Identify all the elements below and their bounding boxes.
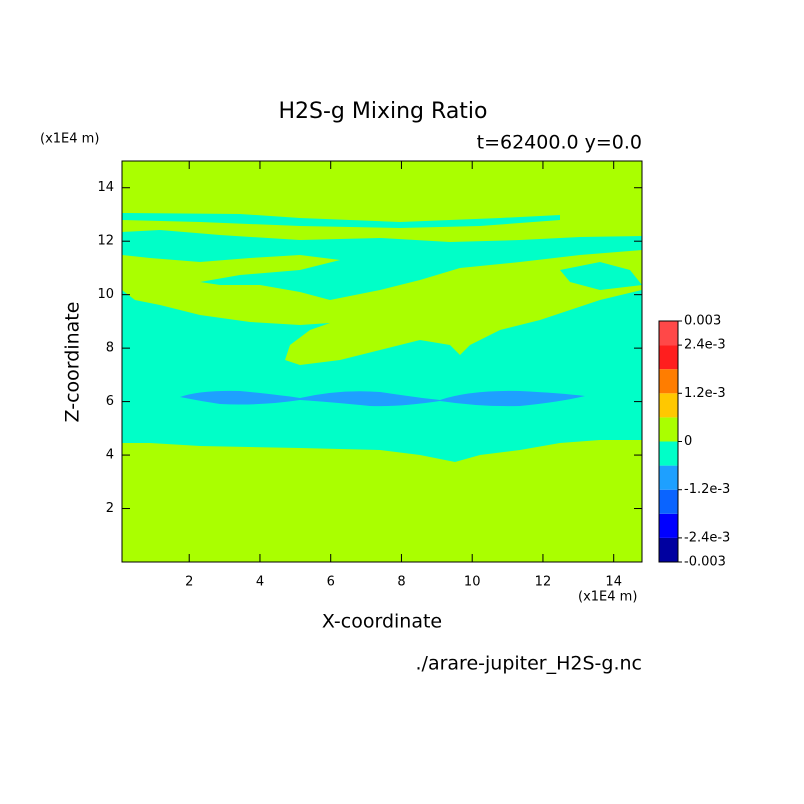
colorbar-swatch — [659, 489, 678, 514]
colorbar-label: 2.4e-3 — [684, 338, 726, 353]
colorbar-label: -2.4e-3 — [684, 530, 730, 545]
y-tick-label: 10 — [97, 287, 114, 302]
x-tick-label: 2 — [185, 575, 193, 590]
contour-region — [122, 290, 642, 462]
colorbar-swatch — [659, 393, 678, 418]
colorbar-swatch — [659, 321, 678, 346]
y-tick-label: 2 — [106, 501, 114, 516]
colorbar-swatch — [659, 345, 678, 370]
x-tick-label: 10 — [464, 575, 481, 590]
subtitle: t=62400.0 y=0.0 — [477, 132, 642, 154]
colorbar-swatch — [659, 441, 678, 466]
y-axis-label: Z-coordinate — [62, 302, 84, 423]
y-tick-label: 4 — [106, 448, 114, 463]
y-tick-label: 12 — [97, 234, 114, 249]
x-tick-label: 14 — [605, 575, 622, 590]
x-tick-label: 12 — [535, 575, 552, 590]
colorbar-label: -0.003 — [684, 555, 726, 570]
colorbar-swatch — [659, 465, 678, 490]
chart-title: H2S-g Mixing Ratio — [278, 99, 487, 124]
x-tick-label: 6 — [327, 575, 335, 590]
colorbar-label: 0.003 — [684, 314, 721, 329]
contour-field — [122, 161, 642, 562]
y-tick-label: 6 — [106, 394, 114, 409]
x-axis-label: X-coordinate — [322, 611, 442, 633]
x-tick-label: 4 — [256, 575, 264, 590]
colorbar-swatch — [659, 417, 678, 442]
colorbar-label: 1.2e-3 — [684, 386, 726, 401]
colorbar-swatch — [659, 369, 678, 394]
colorbar-label: 0 — [684, 434, 692, 449]
y-tick-label: 8 — [106, 341, 114, 356]
contour-region — [560, 262, 642, 290]
colorbar-label: -1.2e-3 — [684, 482, 730, 497]
x-unit: (x1E4 m) — [578, 590, 637, 605]
x-tick-label: 8 — [397, 575, 405, 590]
contour-region — [180, 390, 585, 407]
source-file: ./arare-jupiter_H2S-g.nc — [416, 653, 642, 675]
y-unit: (x1E4 m) — [40, 132, 99, 147]
y-tick-label: 14 — [97, 180, 114, 195]
colorbar-swatch — [659, 537, 678, 562]
contour-region — [122, 213, 560, 228]
plot-frame — [121, 160, 643, 563]
contour-region — [122, 230, 642, 300]
colorbar-swatch — [659, 513, 678, 538]
